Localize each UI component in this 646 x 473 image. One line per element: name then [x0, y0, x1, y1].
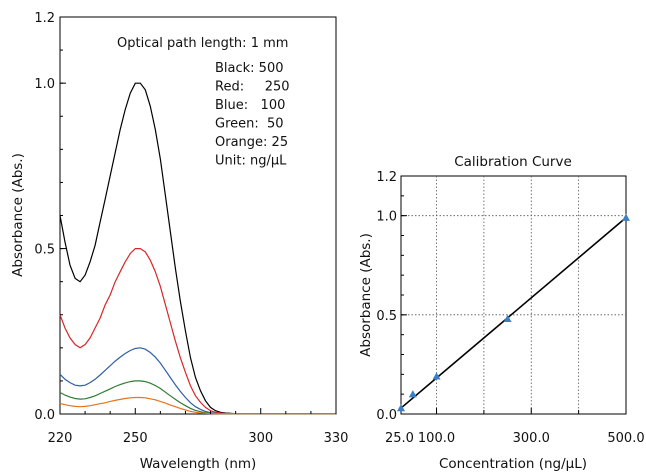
spectrum-plot-frame [59, 16, 337, 415]
spectrum-annotation-line: Orange: 25 [215, 135, 288, 150]
calibration-y-tick-label: 1.0 [376, 210, 397, 225]
spectrum-chart: 220 250 300 330 0.0 0.5 1.0 1.2 Wavelength (nm)… [10, 11, 348, 472]
calibration-x-tick-label: 25.0 [385, 431, 414, 446]
spectrum-y-tick-label: 0.5 [34, 243, 55, 258]
spectrum-annotation-lines: Black: 500 Red: 250 Blue: 100 Green: 50 Oran… [215, 61, 290, 169]
calibration-x-tick-label: 300.0 [513, 431, 550, 446]
spectrum-x-tick-label: 220 [48, 431, 73, 446]
calibration-x-axis-label: Concentration (ng/μL) [439, 456, 587, 472]
calibration-point [397, 404, 405, 412]
spectrum-annotation-title: Optical path length: 1 mm [117, 36, 288, 51]
spectrum-y-tick-label: 1.0 [34, 77, 55, 92]
spectrum-annotation-line: Blue: 100 [215, 98, 285, 113]
spectrum-ticks: 220 250 300 330 0.0 0.5 1.0 1.2 [34, 11, 348, 446]
calibration-grid [401, 176, 626, 414]
calibration-y-tick-label: 0.0 [376, 408, 397, 423]
spectrum-x-tick-label: 330 [324, 431, 349, 446]
spectrum-x-axis-label: Wavelength (nm) [140, 456, 257, 472]
spectrum-annotation-line: Unit: ng/μL [215, 154, 287, 169]
spectrum-x-tick-label: 250 [123, 431, 148, 446]
spectrum-annotation-line: Black: 500 [215, 61, 284, 76]
calibration-point [503, 314, 512, 322]
spectrum-y-tick-label: 0.0 [34, 408, 55, 423]
calibration-x-tick-label: 500.0 [607, 431, 644, 446]
spectrum-x-tick-label: 300 [248, 431, 273, 446]
spectrum-y-axis-label: Absorbance (Abs.) [10, 153, 26, 277]
calibration-y-tick-label: 1.2 [376, 170, 397, 185]
calibration-point [408, 390, 417, 398]
spectrum-y-tick-label: 1.2 [34, 11, 55, 26]
calibration-y-tick-label: 0.5 [376, 309, 397, 324]
spectrum-annotation-line: Green: 50 [215, 117, 284, 132]
spectrum-curves [59, 82, 336, 415]
calibration-ticks: 25.0 100.0 300.0 500.0 0.0 0.5 1.0 1.2 [376, 170, 644, 446]
calibration-chart: Calibration Curve 25.0 100.0 300.0 500.0 0.0… [358, 154, 645, 472]
spectrum-series-4 [59, 396, 336, 415]
calibration-title: Calibration Curve [454, 154, 572, 170]
calibration-point [622, 213, 630, 221]
calibration-marks [397, 213, 630, 412]
calibration-point [432, 372, 441, 380]
spectrum-annotation-line: Red: 250 [215, 80, 290, 95]
calibration-y-axis-label: Absorbance (Abs.) [358, 233, 374, 357]
calibration-x-tick-label: 100.0 [418, 431, 455, 446]
